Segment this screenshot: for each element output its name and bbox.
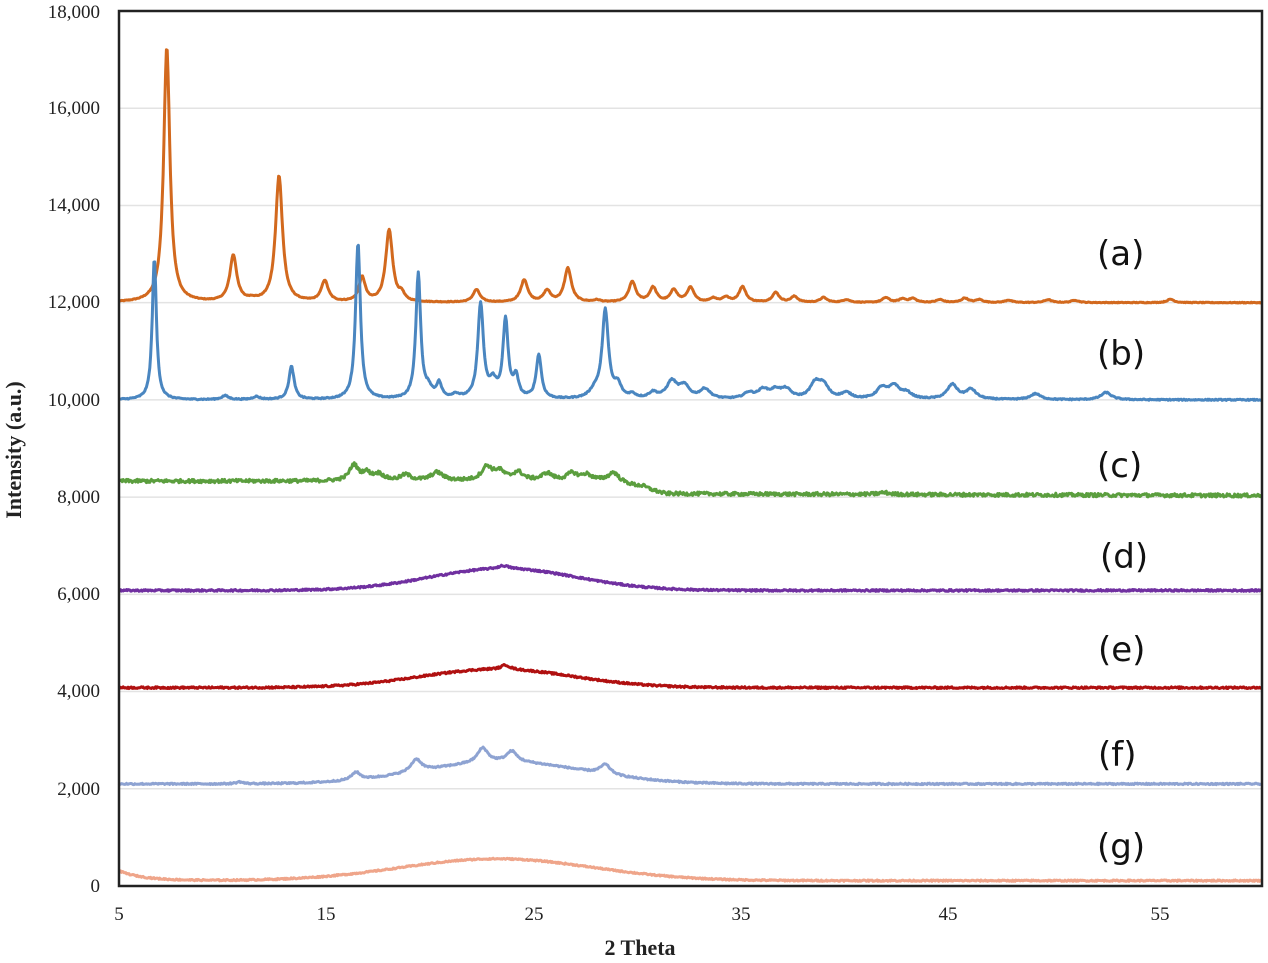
series-label-g: (g) (1097, 827, 1146, 867)
x-tick-45: 45 (938, 904, 958, 925)
plot-frame (117, 9, 1264, 888)
y-tick-8000: 8,000 (57, 487, 100, 508)
series-label-e: (e) (1098, 630, 1146, 670)
x-tick-15: 15 (316, 904, 336, 925)
series-label-b: (b) (1097, 334, 1146, 374)
y-tick-2000: 2,000 (57, 779, 100, 800)
y-tick-14000: 14,000 (47, 195, 100, 216)
series-label-c: (c) (1097, 446, 1143, 486)
y-tick-0: 0 (90, 876, 101, 897)
series-line-e (118, 663, 1264, 690)
y-axis-label: Intensity (a.u.) (1, 381, 26, 519)
y-tick-12000: 12,000 (47, 292, 100, 313)
series-line-g (118, 856, 1264, 883)
y-tick-6000: 6,000 (57, 584, 100, 605)
x-axis-label: 2 Theta (604, 935, 676, 960)
series-line-c (118, 461, 1263, 499)
series-line-f (117, 745, 1263, 787)
y-tick-16000: 16,000 (47, 98, 100, 119)
series-label-f: (f) (1098, 735, 1137, 775)
series-line-a (118, 48, 1263, 305)
x-tick-5: 5 (114, 904, 124, 925)
series-group (117, 48, 1264, 883)
series-label-a: (a) (1097, 234, 1145, 274)
gridlines (119, 107, 1262, 790)
series-line-d (118, 563, 1263, 593)
y-tick-18000: 18,000 (47, 2, 100, 23)
y-tick-10000: 10,000 (47, 390, 100, 411)
y-tick-4000: 4,000 (57, 681, 100, 702)
x-tick-55: 55 (1150, 904, 1170, 925)
series-label-d: (d) (1100, 537, 1149, 577)
series-line-b (118, 243, 1264, 402)
x-tick-35: 35 (731, 904, 751, 925)
x-tick-25: 25 (524, 904, 544, 925)
